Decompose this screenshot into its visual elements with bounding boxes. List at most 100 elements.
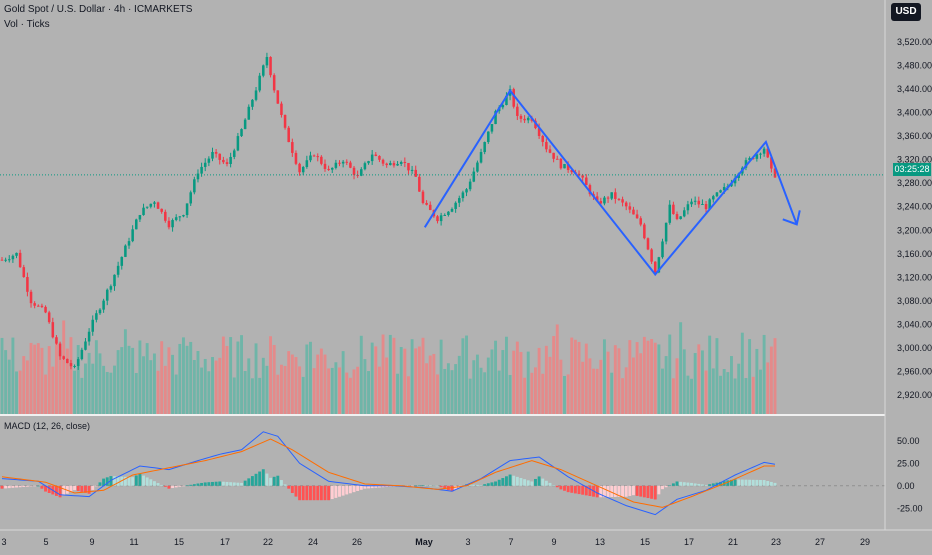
candle-body	[247, 106, 251, 120]
macd-histogram-bar	[657, 485, 661, 495]
candle-body	[138, 215, 142, 220]
volume-bar	[497, 370, 501, 414]
candle-body	[523, 118, 526, 121]
candle-body	[0, 259, 4, 261]
candle-body	[755, 154, 759, 159]
candle-body	[254, 90, 258, 100]
volume-bar	[486, 357, 490, 414]
volume-bar	[84, 363, 87, 414]
macd-layer	[0, 431, 885, 516]
candle-body	[545, 141, 548, 150]
symbol-title[interactable]: Gold Spot / U.S. Dollar · 4h · ICMARKETS	[4, 4, 193, 15]
macd-histogram-bar	[18, 485, 22, 488]
volume-bar	[613, 345, 617, 414]
volume-bar	[653, 342, 657, 414]
volume-bar	[200, 367, 204, 414]
candle-body	[276, 90, 280, 104]
macd-histogram-bar	[729, 479, 733, 486]
candle-body	[160, 208, 163, 212]
candle-body	[200, 166, 203, 174]
macd-histogram-bar	[134, 475, 138, 486]
volume-bar	[396, 373, 400, 414]
candle-body	[232, 150, 236, 157]
macd-histogram-bar	[113, 476, 116, 486]
macd-histogram-bar	[84, 485, 87, 493]
volume-bar	[261, 357, 265, 414]
volume-bar	[254, 343, 258, 414]
macd-histogram-bar	[316, 485, 320, 501]
candle-body	[697, 200, 701, 205]
volume-bar	[243, 371, 247, 414]
macd-histogram-bar	[599, 485, 603, 498]
macd-histogram-bar	[156, 483, 160, 486]
macd-histogram-bar	[178, 485, 182, 487]
volume-bar	[73, 370, 77, 414]
volume-bar	[755, 348, 759, 414]
macd-histogram-bar	[240, 482, 243, 486]
macd-histogram-bar	[105, 477, 109, 486]
zigzag-drawing[interactable]	[423, 88, 798, 277]
macd-histogram-bar	[163, 485, 167, 487]
volume-bar	[98, 353, 102, 414]
volume-bar	[207, 371, 211, 414]
macd-histogram-bar	[276, 475, 280, 486]
macd-histogram-bar	[65, 485, 69, 494]
macd-histogram-bar	[762, 480, 766, 486]
volume-bar	[682, 349, 686, 414]
macd-histogram-bar	[207, 482, 211, 486]
macd-histogram-bar	[490, 482, 494, 486]
candle-body	[468, 181, 472, 190]
candle-body	[29, 291, 33, 304]
candle-body	[657, 257, 661, 273]
volume-bar	[240, 335, 243, 414]
macd-histogram-bar	[679, 481, 683, 486]
macd-histogram-bar	[624, 485, 628, 497]
volume-bar	[272, 344, 276, 414]
macd-histogram-bar	[269, 477, 273, 486]
candle-body	[425, 202, 428, 205]
candle-body	[316, 156, 320, 158]
candle-body	[559, 158, 563, 169]
candle-body	[450, 208, 454, 212]
drawing-layer[interactable]	[423, 88, 801, 277]
price-tick: 2,920.00	[897, 390, 932, 400]
macd-histogram-bar	[221, 481, 225, 486]
volume-bar	[142, 356, 145, 414]
candle-body	[62, 356, 65, 359]
candle-body	[44, 306, 47, 313]
volume-bar	[621, 378, 625, 414]
volume-bar	[762, 334, 766, 414]
volume-label[interactable]: Vol · Ticks	[4, 19, 50, 30]
price-tick: 3,080.00	[897, 296, 932, 306]
macd-histogram-bar	[693, 483, 697, 486]
candle-body	[301, 166, 305, 173]
volume-bar	[446, 363, 450, 414]
axis-layer[interactable]: 3,520.00 3,480.00 3,440.00 3,400.00 3,360.00…	[1, 37, 932, 547]
candle-body	[519, 115, 523, 119]
macd-histogram-bar	[218, 481, 222, 486]
macd-histogram-bar	[541, 478, 545, 486]
volume-bar	[759, 369, 762, 414]
volume-bar	[552, 336, 556, 414]
volume-bar	[439, 339, 443, 414]
macd-histogram-bar	[127, 476, 131, 486]
candle-body	[606, 197, 610, 199]
candle-body	[349, 162, 352, 168]
macd-histogram-bar	[515, 476, 519, 486]
macd-histogram-bar	[566, 485, 570, 493]
currency-button[interactable]: USD	[891, 3, 921, 21]
volume-bar	[534, 367, 537, 414]
volume-bar	[374, 346, 378, 414]
volume-bar	[167, 347, 171, 414]
candle-body	[712, 196, 715, 200]
candle-body	[643, 224, 646, 239]
volume-bar	[33, 344, 37, 414]
candle-body	[182, 215, 185, 217]
candle-body	[243, 119, 247, 130]
candle-body	[40, 305, 44, 307]
macd-label[interactable]: MACD (12, 26, close)	[4, 421, 91, 431]
macd-histogram-bar	[519, 478, 523, 486]
macd-histogram-bar	[211, 481, 214, 486]
